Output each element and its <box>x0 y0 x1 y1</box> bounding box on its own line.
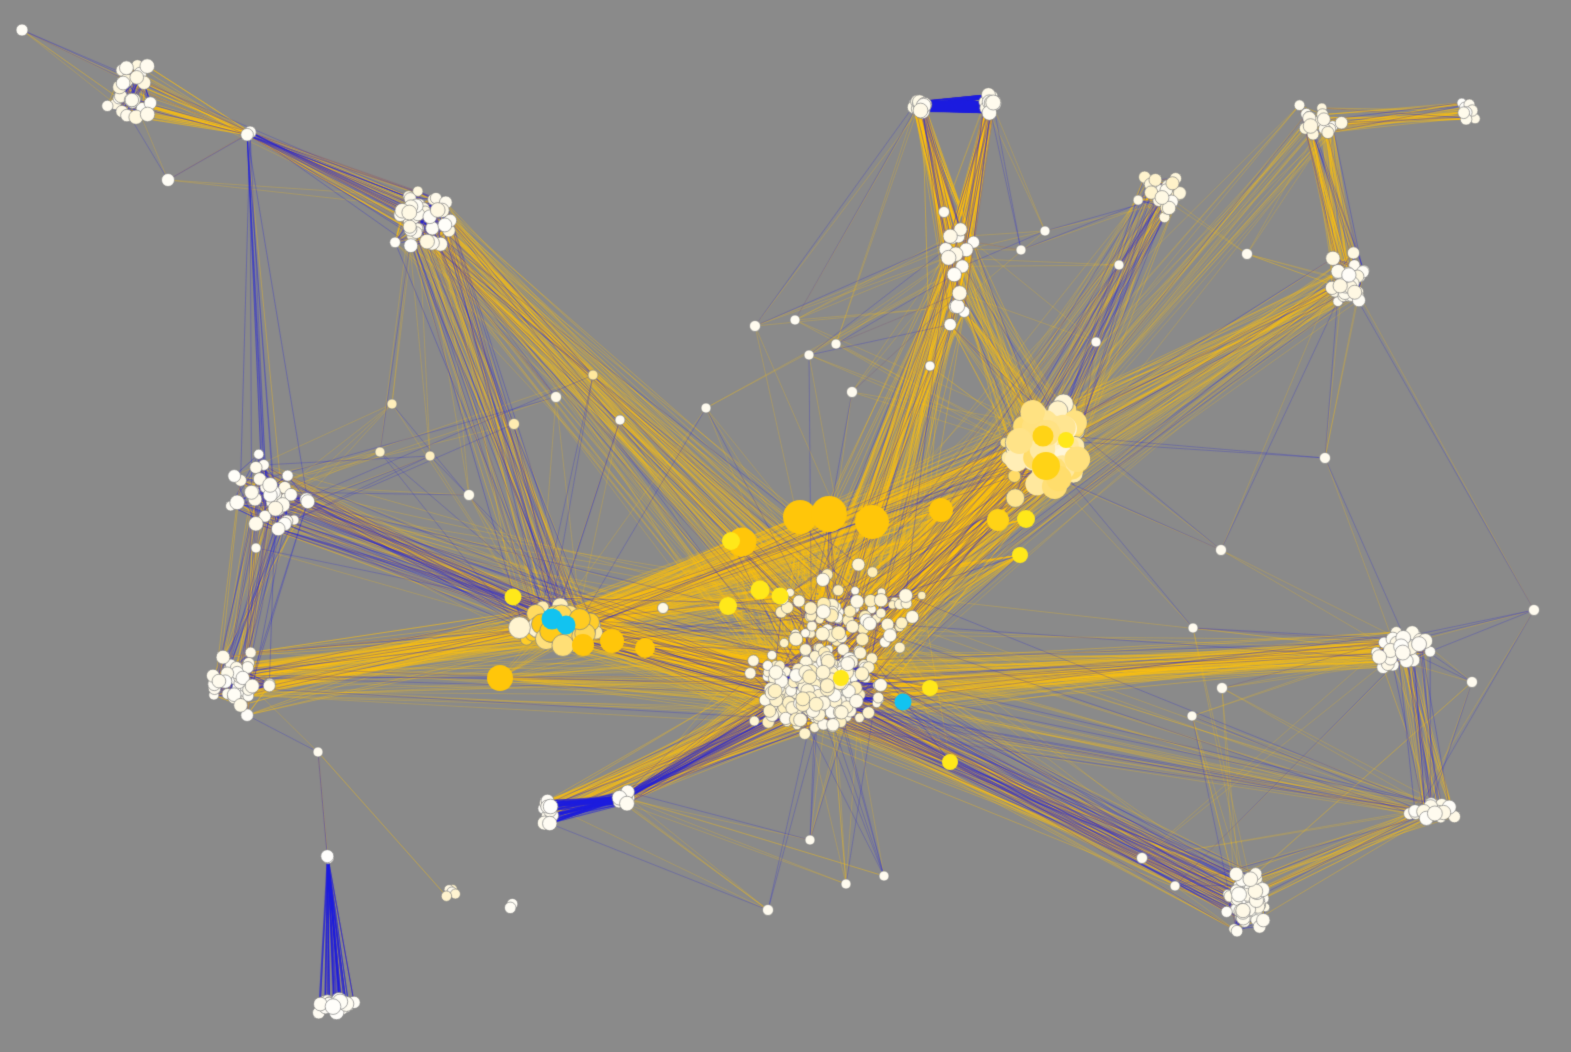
network-graph-canvas[interactable] <box>0 0 1571 1052</box>
network-graph-view <box>0 0 1571 1052</box>
